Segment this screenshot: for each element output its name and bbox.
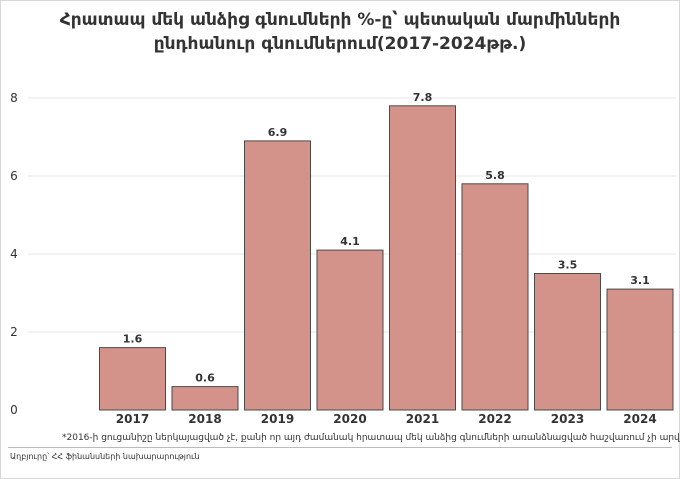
x-tick-label: 2017 bbox=[116, 412, 149, 426]
data-label: 5.8 bbox=[485, 169, 505, 182]
bar-2017 bbox=[99, 347, 166, 411]
x-tick-label: 2023 bbox=[551, 412, 584, 426]
bar-2021 bbox=[389, 105, 456, 411]
data-label: 3.5 bbox=[558, 259, 578, 272]
chart-title: Հրատապ մեկ անձից գնումների %-ը՝ պետական … bbox=[0, 8, 680, 56]
data-label: 0.6 bbox=[195, 372, 215, 385]
bar-2020 bbox=[316, 249, 384, 411]
data-label: 4.1 bbox=[340, 235, 360, 248]
bar-2018 bbox=[171, 386, 239, 411]
bar-2024 bbox=[606, 288, 674, 411]
y-tick-label: 4 bbox=[10, 247, 18, 261]
chart-title-line-1: Հրատապ մեկ անձից գնումների %-ը՝ պետական … bbox=[59, 10, 621, 30]
x-tick-label: 2022 bbox=[478, 412, 511, 426]
x-tick-label: 2018 bbox=[188, 412, 221, 426]
x-tick-label: 2019 bbox=[261, 412, 294, 426]
divider bbox=[8, 447, 672, 448]
y-tick-label: 8 bbox=[10, 91, 18, 105]
y-tick-label: 0 bbox=[10, 403, 18, 417]
data-label: 1.6 bbox=[123, 333, 143, 346]
footnote: *2016-ի ցուցանիշը ներկայացված չէ, քանի ո… bbox=[62, 433, 680, 443]
y-tick-label: 2 bbox=[10, 325, 18, 339]
chart-title-line-2: ընդհանուր գնումներում(2017-2024թթ.) bbox=[153, 34, 527, 54]
x-tick-label: 2024 bbox=[623, 412, 656, 426]
bar-2019 bbox=[244, 140, 311, 411]
x-tick-label: 2020 bbox=[333, 412, 366, 426]
y-tick-label: 6 bbox=[10, 169, 18, 183]
bar-2023 bbox=[534, 273, 601, 411]
data-label: 7.8 bbox=[413, 91, 433, 104]
x-tick-label: 2021 bbox=[406, 412, 439, 426]
data-label: 6.9 bbox=[268, 126, 288, 139]
source-note: Աղբյուրը՝ ՀՀ ֆինանսների նախարարություն bbox=[10, 452, 200, 461]
bar-2022 bbox=[461, 183, 529, 411]
data-label: 3.1 bbox=[630, 274, 650, 287]
